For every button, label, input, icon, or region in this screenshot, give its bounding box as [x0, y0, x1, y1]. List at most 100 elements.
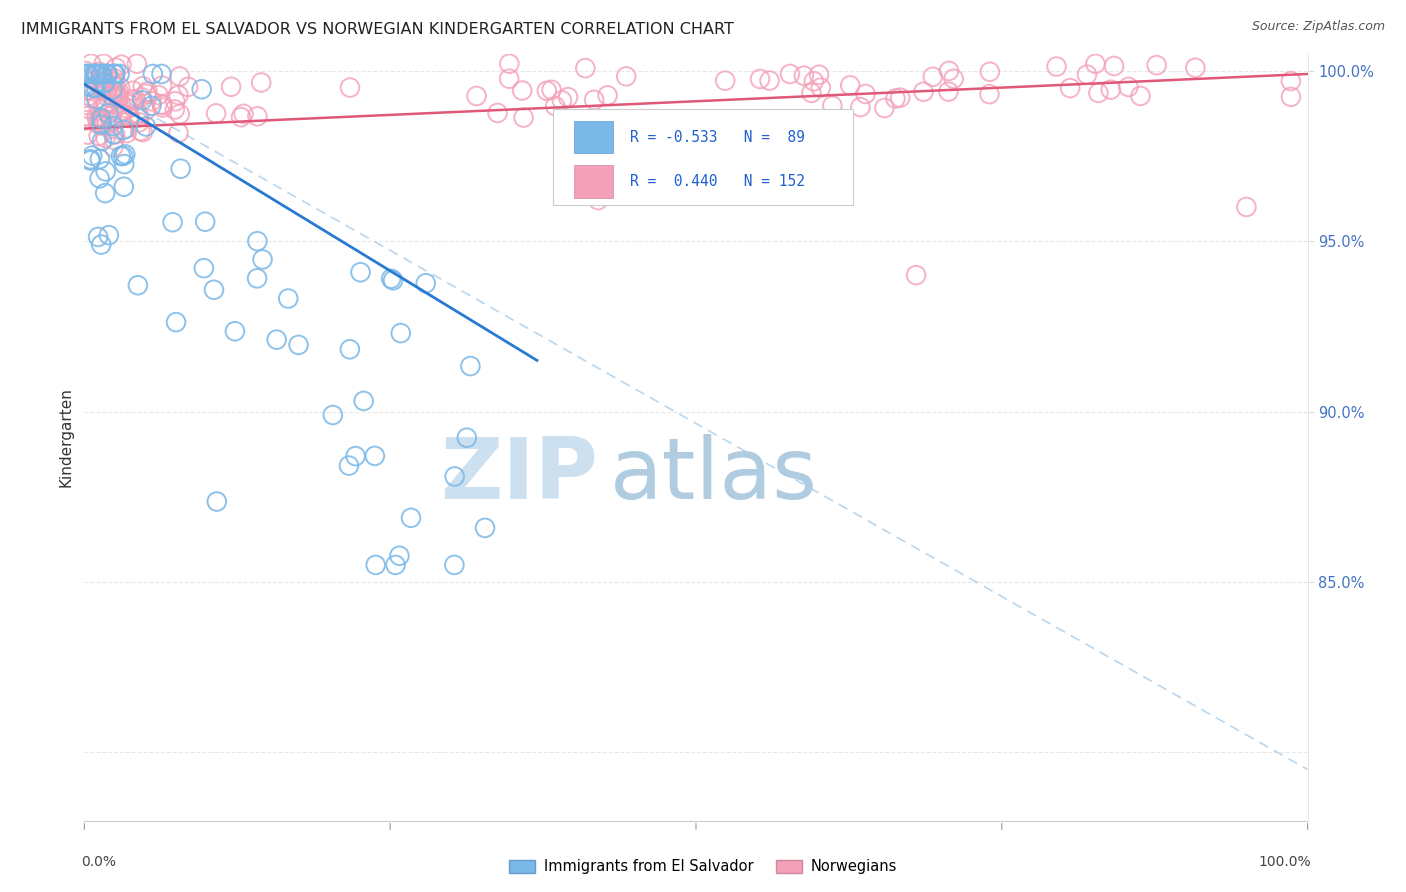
Point: [498, 71, 520, 86]
Point: [82, 80, 104, 95]
Point: [93, 76, 115, 90]
Point: [614, 70, 637, 84]
Point: [344, 449, 367, 463]
Point: [80, 56, 103, 70]
Point: [714, 73, 737, 87]
Point: [101, 91, 124, 105]
Point: [93, 76, 115, 90]
Point: [364, 558, 387, 572]
Point: [87, 112, 110, 126]
Point: [100, 74, 122, 88]
Point: [112, 157, 135, 171]
Legend: Immigrants from El Salvador, Norwegians: Immigrants from El Salvador, Norwegians: [503, 854, 903, 880]
Point: [107, 87, 129, 102]
Point: [142, 67, 165, 81]
Text: ZIP: ZIP: [440, 434, 598, 517]
Point: [190, 82, 212, 96]
Point: [90, 112, 112, 126]
Point: [150, 78, 173, 93]
Point: [77, 67, 100, 81]
Text: IMMIGRANTS FROM EL SALVADOR VS NORWEGIAN KINDERGARTEN CORRELATION CHART: IMMIGRANTS FROM EL SALVADOR VS NORWEGIAN…: [21, 22, 734, 37]
Point: [162, 215, 184, 229]
Point: [337, 458, 360, 473]
Point: [152, 101, 174, 115]
Point: [224, 324, 246, 338]
Point: [169, 107, 191, 121]
Point: [125, 93, 148, 107]
Point: [75, 79, 97, 94]
Point: [89, 76, 111, 90]
Point: [266, 333, 288, 347]
Point: [96, 112, 118, 127]
Point: [165, 315, 187, 329]
Point: [912, 85, 935, 99]
Point: [97, 89, 120, 103]
Point: [551, 93, 574, 107]
Point: [131, 93, 153, 107]
Point: [104, 67, 127, 81]
Point: [89, 64, 111, 78]
Point: [104, 71, 127, 86]
Point: [112, 179, 135, 194]
Point: [512, 111, 534, 125]
Point: [873, 101, 896, 115]
Point: [177, 79, 200, 94]
Point: [96, 97, 118, 112]
Point: [91, 84, 114, 98]
Point: [456, 431, 478, 445]
Point: [91, 75, 114, 89]
Text: atlas: atlas: [610, 434, 818, 517]
Point: [246, 271, 269, 285]
Point: [979, 87, 1001, 102]
Point: [131, 90, 153, 104]
Point: [1279, 74, 1302, 88]
Point: [91, 100, 114, 114]
Point: [90, 79, 112, 94]
Point: [749, 71, 772, 86]
Point: [821, 99, 844, 113]
Point: [97, 228, 120, 243]
Point: [107, 90, 129, 104]
Point: [1087, 86, 1109, 100]
Point: [803, 74, 825, 88]
Point: [800, 86, 823, 100]
Point: [202, 283, 225, 297]
Point: [132, 79, 155, 94]
Point: [115, 121, 138, 136]
Point: [583, 93, 606, 107]
Point: [108, 67, 131, 81]
Point: [94, 164, 117, 178]
Point: [77, 67, 100, 81]
Point: [205, 494, 228, 508]
Point: [96, 67, 118, 81]
Point: [277, 292, 299, 306]
Point: [938, 85, 960, 99]
Point: [339, 80, 361, 95]
Point: [135, 120, 157, 134]
Point: [169, 70, 191, 84]
Point: [79, 153, 101, 168]
Point: [474, 521, 496, 535]
Point: [87, 230, 110, 244]
Point: [91, 134, 114, 148]
Point: [110, 58, 132, 72]
Point: [169, 161, 191, 176]
Point: [84, 67, 107, 81]
Point: [115, 126, 138, 140]
Point: [193, 261, 215, 276]
Point: [1279, 90, 1302, 104]
Point: [100, 115, 122, 129]
Point: [128, 111, 150, 125]
Point: [83, 67, 105, 81]
Point: [389, 326, 412, 340]
Point: [114, 147, 136, 161]
Point: [103, 133, 125, 147]
Point: [150, 98, 173, 112]
Point: [84, 92, 107, 106]
Point: [246, 109, 269, 123]
Point: [112, 123, 135, 137]
Point: [1084, 56, 1107, 70]
Point: [86, 67, 108, 81]
Point: [536, 84, 558, 98]
Point: [443, 469, 465, 483]
